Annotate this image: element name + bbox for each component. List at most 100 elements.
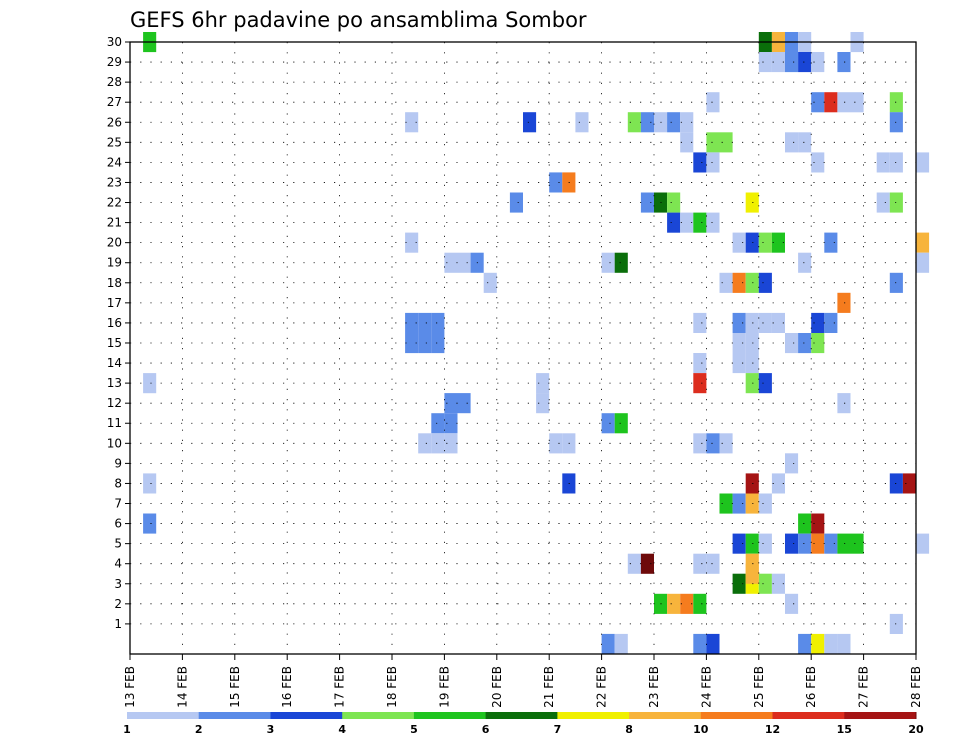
heatmap-cell xyxy=(759,373,772,393)
colorbar-label: 8 xyxy=(625,723,633,736)
x-tick-label: 15 FEB xyxy=(228,666,242,708)
colorbar-swatch xyxy=(916,712,917,719)
heatmap-cell xyxy=(877,193,890,213)
heatmap-cell xyxy=(890,193,903,213)
heatmap-cell xyxy=(523,112,536,132)
y-tick-label: 18 xyxy=(107,276,122,290)
heatmap-cell xyxy=(733,574,746,594)
heatmap-cell xyxy=(733,494,746,514)
heatmap-cell xyxy=(667,213,680,233)
heatmap-cell xyxy=(143,373,156,393)
colorbar-swatch xyxy=(844,712,916,719)
colorbar-label: 10 xyxy=(693,723,709,736)
heatmap-cell xyxy=(746,564,759,584)
heatmap-cell xyxy=(877,152,890,172)
heatmap-cell xyxy=(824,634,837,654)
heatmap-cell xyxy=(615,253,628,273)
heatmap-cell xyxy=(785,594,798,614)
heatmap-cell xyxy=(890,614,903,634)
colorbar-swatch xyxy=(629,712,701,719)
heatmap-cell xyxy=(916,534,929,554)
heatmap-cell xyxy=(811,313,824,333)
heatmap-cell xyxy=(916,152,929,172)
heatmap-cell xyxy=(667,193,680,213)
heatmap-cell xyxy=(641,554,654,574)
heatmap-cell xyxy=(143,473,156,493)
heatmap-cell xyxy=(484,273,497,293)
y-tick-label: 12 xyxy=(107,396,122,410)
y-tick-label: 5 xyxy=(114,537,122,551)
heatmap-cell xyxy=(811,152,824,172)
heatmap-cell xyxy=(706,152,719,172)
colorbar: 1 2 3 4 5 6 7 8 10 12 15 20 xyxy=(123,712,924,736)
heatmap-cell xyxy=(143,514,156,534)
colorbar-label: 20 xyxy=(908,723,924,736)
colorbar-label: 1 xyxy=(123,723,131,736)
y-tick-label: 27 xyxy=(107,95,122,109)
heatmap-cell xyxy=(693,313,706,333)
y-tick-label: 7 xyxy=(114,497,122,511)
y-tick-label: 14 xyxy=(107,356,122,370)
heatmap-cell xyxy=(458,393,471,413)
colorbar-swatch xyxy=(199,712,271,719)
heatmap-cell xyxy=(602,253,615,273)
heatmap-cell xyxy=(824,92,837,112)
heatmap-cell xyxy=(641,193,654,213)
heatmap-cell xyxy=(733,233,746,253)
heatmap-cell xyxy=(916,253,929,273)
heatmap-cell xyxy=(837,534,850,554)
heatmap-cell xyxy=(798,333,811,353)
heatmap-cell xyxy=(733,534,746,554)
heatmap-cell xyxy=(693,554,706,574)
heatmap-cell xyxy=(628,112,641,132)
heatmap-cell xyxy=(824,233,837,253)
heatmap-cell xyxy=(706,554,719,574)
heatmap-cell xyxy=(798,634,811,654)
heatmap-cell xyxy=(667,112,680,132)
colorbar-swatch xyxy=(127,712,199,719)
heatmap-cell xyxy=(824,313,837,333)
heatmap-cell xyxy=(733,333,746,353)
colorbar-swatch xyxy=(486,712,558,719)
y-tick-label: 28 xyxy=(107,75,122,89)
heatmap-cell xyxy=(890,112,903,132)
heatmap-cell xyxy=(903,473,916,493)
y-tick-label: 3 xyxy=(114,577,122,591)
heatmap-cell xyxy=(837,393,850,413)
heatmap-cell xyxy=(798,132,811,152)
heatmap-cell xyxy=(602,634,615,654)
heatmap-cell xyxy=(431,313,444,333)
heatmap-cell xyxy=(890,152,903,172)
heatmap-cell xyxy=(785,52,798,72)
heatmap-cell xyxy=(706,213,719,233)
y-tick-label: 15 xyxy=(107,336,122,350)
colorbar-label: 3 xyxy=(267,723,275,736)
heatmap-cell xyxy=(824,534,837,554)
heatmap-cell xyxy=(733,353,746,373)
x-tick-label: 25 FEB xyxy=(752,666,766,708)
chart-title: GEFS 6hr padavine po ansamblima Sombor xyxy=(130,8,587,32)
heatmap-cell xyxy=(706,132,719,152)
y-tick-label: 19 xyxy=(107,256,122,270)
colorbar-label: 2 xyxy=(195,723,203,736)
y-tick-label: 2 xyxy=(114,597,122,611)
colorbar-label: 7 xyxy=(554,723,562,736)
y-tick-label: 10 xyxy=(107,436,122,450)
heatmap-cell xyxy=(693,373,706,393)
heatmap-cell xyxy=(615,634,628,654)
y-tick-label: 24 xyxy=(107,155,122,169)
heatmap-cell xyxy=(418,333,431,353)
heatmap-cell xyxy=(916,233,929,253)
heatmap-cell xyxy=(851,92,864,112)
heatmap-cell xyxy=(733,313,746,333)
heatmap-cell xyxy=(693,433,706,453)
x-tick-label: 26 FEB xyxy=(804,666,818,708)
x-tick-label: 17 FEB xyxy=(333,666,347,708)
y-tick-label: 21 xyxy=(107,216,122,230)
heatmap-cell xyxy=(693,634,706,654)
heatmap-cell xyxy=(431,433,444,453)
y-tick-label: 30 xyxy=(107,35,122,49)
x-tick-label: 16 FEB xyxy=(280,666,294,708)
colorbar-swatch xyxy=(557,712,629,719)
heatmap-cell xyxy=(733,273,746,293)
